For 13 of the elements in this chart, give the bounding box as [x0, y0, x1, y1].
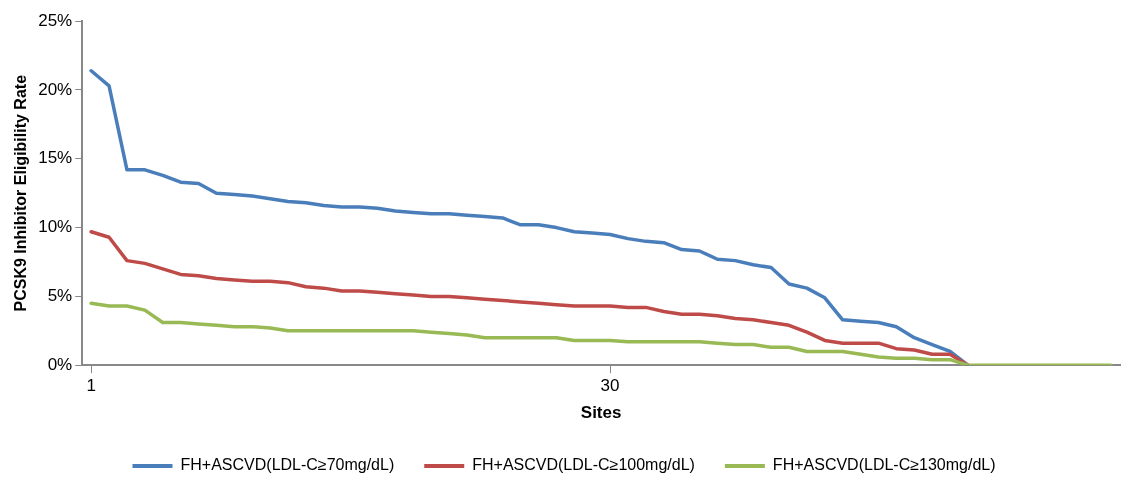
y-tick-label: 15%: [38, 148, 73, 168]
x-tick-label: 30: [600, 376, 620, 396]
y-tick-label: 25%: [38, 10, 73, 30]
x-tick-label: 1: [86, 376, 96, 396]
legend-label: FH+ASCVD(LDL-C≥100mg/dL): [472, 456, 695, 474]
y-axis-title: PCSK9 Inhibitor Eligibility Rate: [12, 74, 30, 312]
y-tick-label: 10%: [38, 217, 73, 237]
y-tick-label: 0%: [47, 354, 73, 374]
y-tick-label: 20%: [38, 79, 73, 99]
y-tick-label: 5%: [47, 286, 73, 306]
legend-label: FH+ASCVD(LDL-C≥130mg/dL): [772, 456, 996, 474]
x-axis-title: Sites: [580, 403, 622, 423]
legend-label: FH+ASCVD(LDL-C≥70mg/dL): [180, 456, 395, 474]
